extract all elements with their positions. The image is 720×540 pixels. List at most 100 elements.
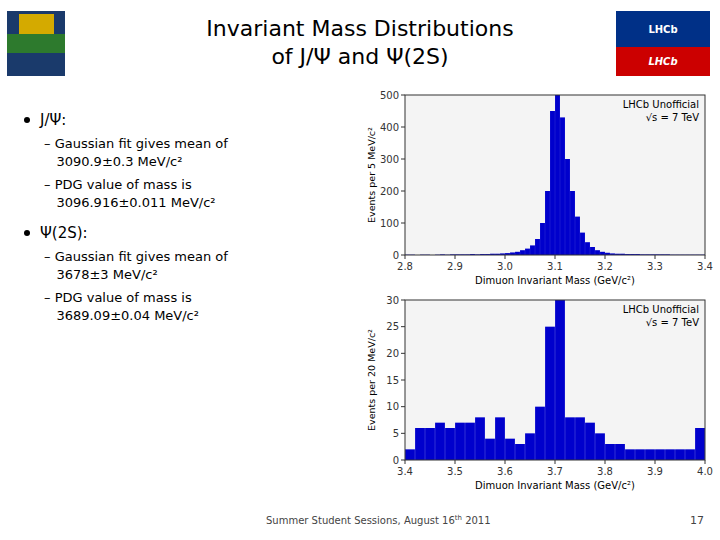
logo-part: [616, 11, 710, 47]
x-tick-label: 3.9: [647, 466, 663, 477]
bar: [415, 428, 425, 460]
chart: 2.82.93.03.13.23.33.40100200300400500Dim…: [366, 90, 713, 287]
annotation: √s = 7 TeV: [646, 317, 699, 328]
bar: [530, 245, 535, 255]
y-tick-label: 0: [393, 250, 399, 261]
y-tick: [401, 300, 405, 301]
logo-part: [7, 34, 65, 53]
x-tick-label: 3.2: [597, 261, 613, 272]
bar: [675, 449, 685, 460]
x-tick: [705, 255, 706, 259]
y-tick: [401, 326, 405, 327]
bullet-item: 3689.09±0.04 MeV/c²: [44, 308, 199, 323]
y-tick: [401, 380, 405, 381]
bar: [560, 117, 565, 255]
logo-right: LHCb LHCb: [616, 11, 710, 76]
x-tick: [405, 460, 406, 464]
bullet-item: 3090.9±0.3 MeV/c²: [44, 154, 182, 169]
x-tick: [405, 255, 406, 259]
bar: [580, 233, 585, 255]
page-number: 17: [690, 514, 704, 527]
x-tick: [705, 460, 706, 464]
bar: [545, 327, 555, 460]
logo-part: [7, 11, 65, 76]
title: Invariant Mass Distributions: [206, 16, 513, 41]
slide: Invariant Mass Distributionsof J/Ψ and Ψ…: [0, 0, 720, 540]
bar: [540, 223, 545, 255]
x-tick: [455, 460, 456, 464]
footer: Summer Student Sessions, August 16th 201…: [266, 514, 491, 526]
plot-frame: [405, 95, 705, 255]
bullet-dot: [24, 117, 30, 123]
bar: [505, 439, 515, 460]
logo-text: LHCb: [648, 24, 677, 35]
y-tick-label: 200: [380, 186, 399, 197]
bullet: Ψ(2S):: [40, 224, 88, 242]
bar: [605, 444, 615, 460]
bar: [495, 417, 505, 460]
bar: [555, 95, 560, 255]
bar: [525, 433, 535, 460]
footer-year: 2011: [462, 515, 491, 526]
bar: [570, 191, 575, 255]
logo-text: LHCb: [648, 56, 677, 67]
bullet-item: – Gaussian fit gives mean of: [44, 136, 228, 151]
y-tick-label: 500: [380, 90, 399, 101]
y-tick: [401, 406, 405, 407]
footer-sup: th: [455, 514, 462, 522]
x-tick-label: 3.8: [597, 466, 613, 477]
x-axis-label: Dimuon Invariant Mass (GeV/c²): [475, 480, 635, 491]
y-tick: [401, 223, 405, 224]
x-tick-label: 2.9: [447, 261, 463, 272]
bar: [585, 242, 590, 255]
y-tick-label: 300: [380, 154, 399, 165]
bar: [565, 417, 575, 460]
x-tick: [605, 255, 606, 259]
bar: [465, 423, 475, 460]
annotation: LHCb Unofficial: [623, 304, 699, 315]
footer-text: Summer Student Sessions, August 16: [266, 515, 455, 526]
plot-background: [405, 300, 705, 460]
bar: [585, 423, 595, 460]
chart: 3.43.53.63.73.83.94.0051015202530Dimuon …: [366, 295, 713, 492]
x-tick-label: 3.3: [647, 261, 663, 272]
bullet-item: – PDG value of mass is: [44, 290, 192, 305]
bar: [635, 449, 645, 460]
x-tick-label: 3.7: [547, 466, 563, 477]
plot-frame: [405, 300, 705, 460]
bar: [665, 449, 675, 460]
bars: [405, 300, 705, 460]
x-tick: [455, 255, 456, 259]
bullet: J/Ψ:: [39, 111, 66, 129]
y-tick: [401, 255, 405, 256]
y-tick-label: 10: [386, 401, 399, 412]
bar: [565, 159, 570, 255]
bar: [575, 217, 580, 255]
bar: [455, 423, 465, 460]
y-tick-label: 30: [386, 295, 399, 306]
y-tick-label: 15: [386, 375, 399, 386]
x-tick: [655, 255, 656, 259]
x-tick-label: 2.8: [397, 261, 413, 272]
x-tick-label: 3.4: [697, 261, 713, 272]
bar: [685, 449, 695, 460]
bar: [425, 428, 435, 460]
y-tick-label: 20: [386, 348, 399, 359]
y-axis-label: Events per 20 MeV/c²: [366, 329, 377, 431]
y-tick-label: 0: [393, 455, 399, 466]
x-tick-label: 3.6: [497, 466, 513, 477]
x-tick: [505, 255, 506, 259]
y-tick: [401, 95, 405, 96]
x-tick-label: 3.0: [497, 261, 513, 272]
bar: [475, 417, 485, 460]
bar: [615, 444, 625, 460]
bar: [625, 449, 635, 460]
annotation: √s = 7 TeV: [646, 112, 699, 123]
bar: [655, 449, 665, 460]
logo-left: [7, 11, 65, 76]
bar: [535, 239, 540, 255]
bar: [515, 444, 525, 460]
bar: [435, 423, 445, 460]
x-tick-label: 3.5: [447, 466, 463, 477]
bar: [405, 449, 415, 460]
